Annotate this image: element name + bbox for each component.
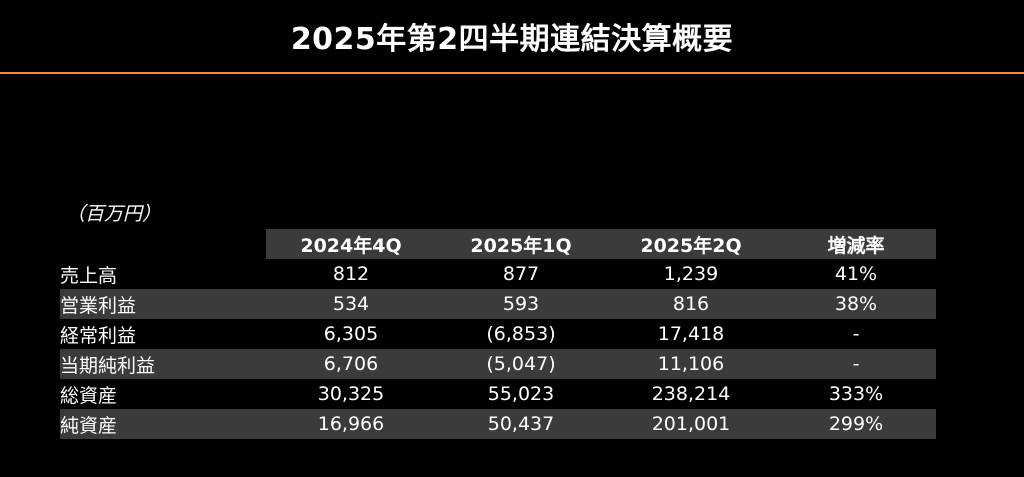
- table-cell: 17,418: [657, 323, 725, 345]
- table-cell: 299%: [828, 413, 884, 435]
- table-cell: 16,966: [317, 413, 385, 435]
- row-label: 純資産: [60, 414, 118, 437]
- table-cell: 1,239: [663, 263, 719, 285]
- column-header: 2024年4Q: [300, 234, 402, 257]
- table-cell: 593: [502, 293, 540, 315]
- table-cell: -: [852, 353, 860, 375]
- column-header: 2025年2Q: [640, 234, 742, 257]
- table-cell: 201,001: [651, 413, 731, 435]
- table-cell: 55,023: [487, 383, 555, 405]
- table-cell: 6,706: [323, 353, 379, 375]
- table-cell: 41%: [834, 263, 878, 285]
- table-row: 経常利益 6,305 (6,853) 17,418 -: [60, 319, 936, 349]
- table-cell: 812: [332, 263, 370, 285]
- title-divider: [0, 72, 1024, 74]
- table-row: 営業利益 534 593 816 38%: [60, 289, 936, 319]
- table-cell: 30,325: [317, 383, 385, 405]
- table-cell: (5,047): [486, 353, 556, 375]
- row-label: 経常利益: [60, 324, 137, 347]
- table-cell: 877: [502, 263, 540, 285]
- column-header: 増減率: [827, 234, 885, 257]
- table-cell: 816: [672, 293, 710, 315]
- column-header: 2025年1Q: [470, 234, 572, 257]
- row-label: 総資産: [60, 384, 118, 407]
- table-cell: 38%: [834, 293, 878, 315]
- table-row: 売上高 812 877 1,239 41%: [60, 259, 936, 289]
- table-row: 総資産 30,325 55,023 238,214 333%: [60, 379, 936, 409]
- table-cell: 333%: [828, 383, 884, 405]
- table-cell: (6,853): [486, 323, 556, 345]
- row-label: 売上高: [60, 264, 118, 287]
- table-cell: -: [852, 323, 860, 345]
- table-cell: 50,437: [487, 413, 555, 435]
- row-label: 当期純利益: [60, 354, 156, 377]
- header-cells: 2024年4Q 2025年1Q 2025年2Q 増減率: [266, 229, 936, 259]
- unit-label: （百万円）: [66, 203, 162, 225]
- table-header-row: 2024年4Q 2025年1Q 2025年2Q 増減率: [60, 229, 936, 259]
- table-row: 当期純利益 6,706 (5,047) 11,106 -: [60, 349, 936, 379]
- table-cell: 238,214: [651, 383, 731, 405]
- page-title: 2025年第2四半期連結決算概要: [290, 22, 734, 57]
- table-cell: 534: [332, 293, 370, 315]
- table-cell: 11,106: [657, 353, 725, 375]
- financial-summary-table: 2024年4Q 2025年1Q 2025年2Q 増減率 売上高 812 877 …: [60, 229, 936, 439]
- row-label: 営業利益: [60, 294, 137, 317]
- table-cell: 6,305: [323, 323, 379, 345]
- table-row: 純資産 16,966 50,437 201,001 299%: [60, 409, 936, 439]
